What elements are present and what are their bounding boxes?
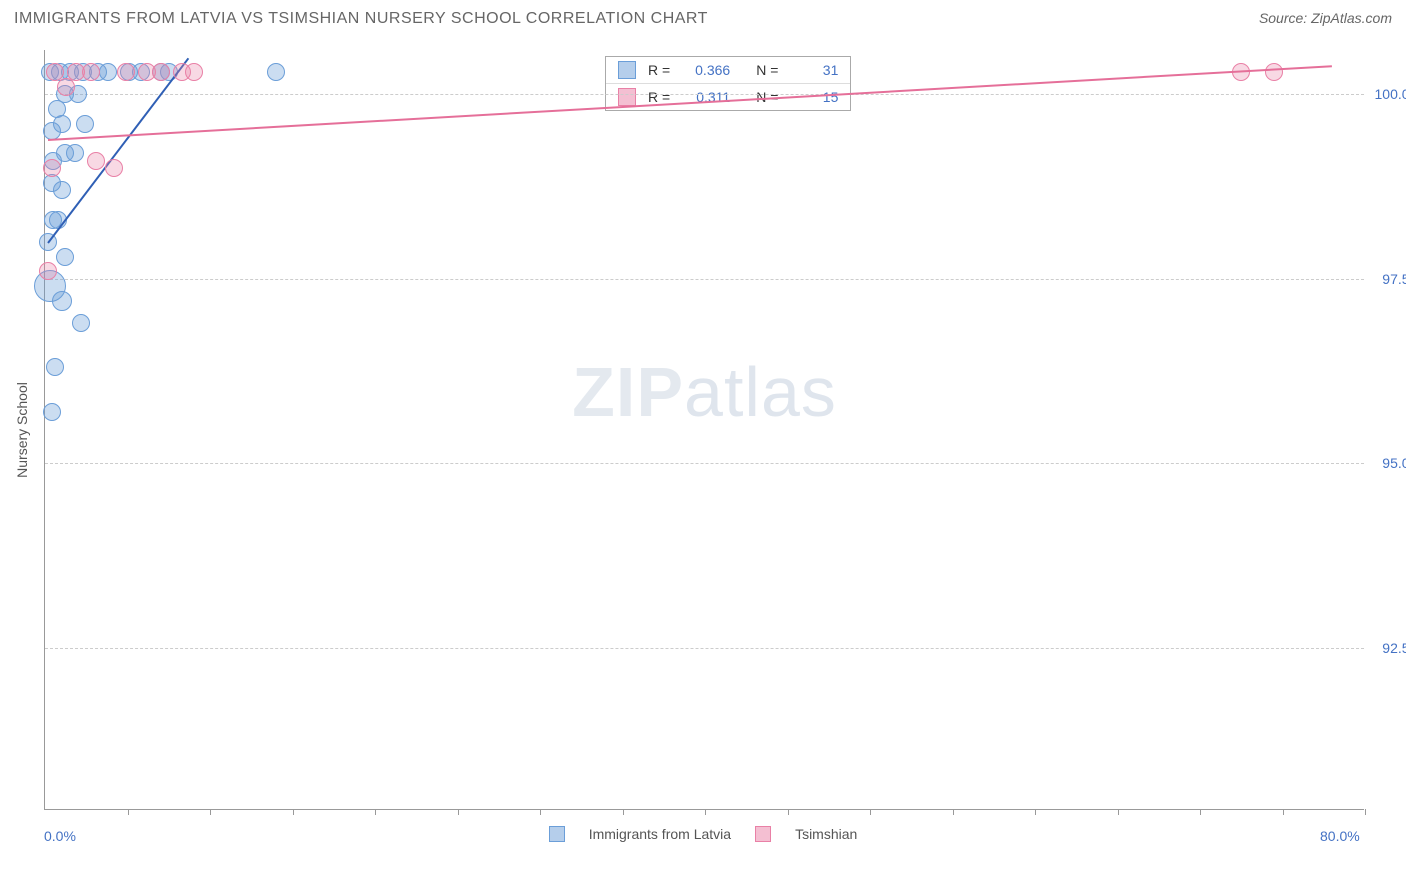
gridline-h bbox=[45, 463, 1364, 464]
bottom-legend: Immigrants from Latvia Tsimshian bbox=[0, 826, 1406, 842]
r-value-blue: 0.366 bbox=[682, 62, 730, 78]
x-tick bbox=[788, 809, 789, 815]
scatter-point bbox=[76, 115, 94, 133]
gridline-h bbox=[45, 648, 1364, 649]
scatter-point bbox=[53, 181, 71, 199]
stats-legend-box: R = 0.366 N = 31 R = 0.311 N = 15 bbox=[605, 56, 851, 111]
scatter-point bbox=[82, 63, 100, 81]
scatter-point bbox=[46, 358, 64, 376]
scatter-point bbox=[117, 63, 135, 81]
legend-label-blue: Immigrants from Latvia bbox=[589, 826, 731, 842]
legend-swatch-blue-icon bbox=[549, 826, 565, 842]
swatch-blue-icon bbox=[618, 61, 636, 79]
x-tick bbox=[870, 809, 871, 815]
x-tick bbox=[1035, 809, 1036, 815]
y-axis-label: Nursery School bbox=[14, 382, 30, 478]
legend-label-pink: Tsimshian bbox=[795, 826, 857, 842]
scatter-point bbox=[48, 100, 66, 118]
scatter-point bbox=[56, 248, 74, 266]
x-tick bbox=[623, 809, 624, 815]
chart-header: IMMIGRANTS FROM LATVIA VS TSIMSHIAN NURS… bbox=[0, 0, 1406, 28]
x-tick bbox=[458, 809, 459, 815]
scatter-point bbox=[99, 63, 117, 81]
chart-title: IMMIGRANTS FROM LATVIA VS TSIMSHIAN NURS… bbox=[14, 10, 708, 28]
scatter-point bbox=[52, 291, 72, 311]
scatter-point bbox=[152, 63, 170, 81]
scatter-point bbox=[1265, 63, 1283, 81]
scatter-point bbox=[185, 63, 203, 81]
x-tick bbox=[128, 809, 129, 815]
x-tick bbox=[1200, 809, 1201, 815]
scatter-point bbox=[66, 144, 84, 162]
x-tick bbox=[705, 809, 706, 815]
x-tick bbox=[540, 809, 541, 815]
x-tick bbox=[953, 809, 954, 815]
x-tick bbox=[293, 809, 294, 815]
x-tick bbox=[210, 809, 211, 815]
x-tick bbox=[375, 809, 376, 815]
n-value-blue: 31 bbox=[790, 62, 838, 78]
watermark: ZIPatlas bbox=[572, 352, 837, 432]
r-label: R = bbox=[648, 62, 670, 78]
y-tick-label: 97.5% bbox=[1382, 271, 1406, 287]
n-label: N = bbox=[756, 62, 778, 78]
legend-swatch-pink-icon bbox=[755, 826, 771, 842]
scatter-point bbox=[267, 63, 285, 81]
scatter-point bbox=[57, 78, 75, 96]
scatter-point bbox=[105, 159, 123, 177]
gridline-h bbox=[45, 279, 1364, 280]
y-tick-label: 95.0% bbox=[1382, 455, 1406, 471]
chart-plot-area: ZIPatlas R = 0.366 N = 31 R = 0.311 N = … bbox=[44, 50, 1364, 810]
chart-source: Source: ZipAtlas.com bbox=[1259, 10, 1392, 26]
y-tick-label: 100.0% bbox=[1375, 86, 1406, 102]
stats-row-blue: R = 0.366 N = 31 bbox=[606, 57, 850, 83]
x-tick bbox=[1283, 809, 1284, 815]
scatter-point bbox=[43, 159, 61, 177]
x-tick bbox=[1365, 809, 1366, 815]
gridline-h bbox=[45, 94, 1364, 95]
watermark-bold: ZIP bbox=[572, 353, 684, 431]
x-tick bbox=[1118, 809, 1119, 815]
swatch-pink-icon bbox=[618, 88, 636, 106]
scatter-point bbox=[43, 403, 61, 421]
scatter-point bbox=[87, 152, 105, 170]
scatter-point bbox=[72, 314, 90, 332]
scatter-point bbox=[39, 262, 57, 280]
watermark-light: atlas bbox=[684, 353, 837, 431]
y-tick-label: 92.5% bbox=[1382, 640, 1406, 656]
